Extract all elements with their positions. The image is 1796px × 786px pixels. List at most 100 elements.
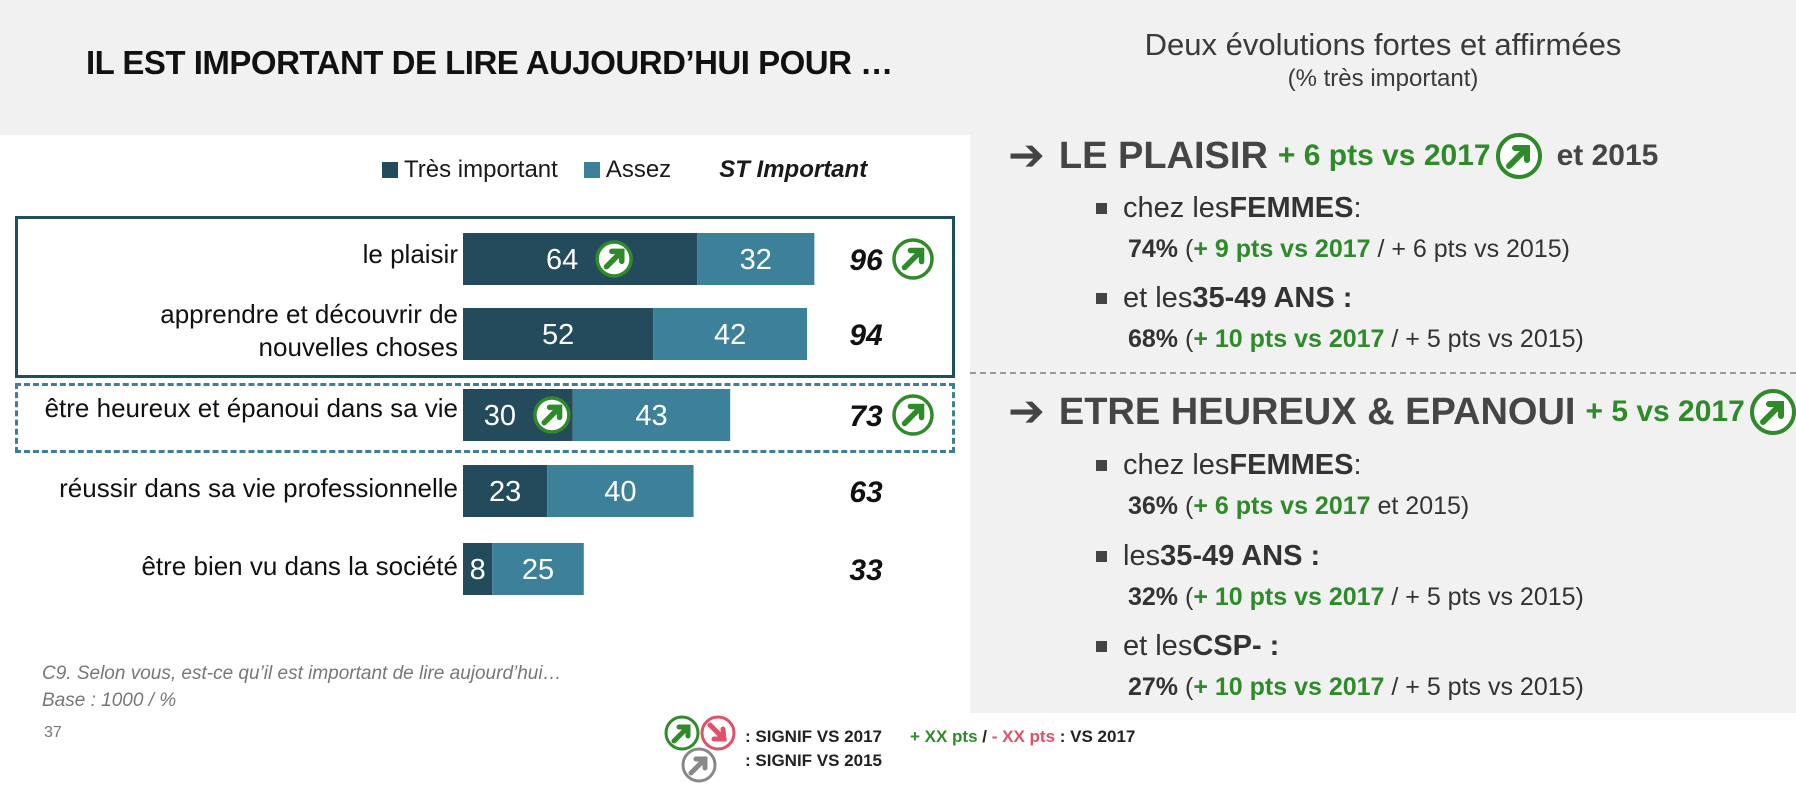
right-panel-background: [970, 135, 1796, 713]
bullet-square-icon: [1096, 293, 1107, 304]
bullet-text-post: :: [1353, 192, 1362, 224]
stat-rest: / + 5 pts vs 2015): [1384, 673, 1584, 701]
stat-green: + 10 pts vs 2017: [1193, 673, 1385, 701]
bullet-bold: FEMMES: [1229, 449, 1354, 481]
bullet-square-icon: [1096, 641, 1107, 652]
stat-value: 27%: [1128, 673, 1179, 701]
stat-open: (: [1178, 325, 1194, 353]
total-value-0: 96: [849, 244, 883, 277]
legend-label-tres: Très important: [404, 156, 558, 183]
stat-rest: / + 5 pts vs 2015): [1384, 325, 1584, 353]
stat-open: (: [1178, 492, 1194, 520]
bullet-text-post: :: [1353, 449, 1362, 481]
legend-signif-2017: : SIGNIF VS 2017: [745, 727, 882, 746]
stacked-bar-chart: 64 32 96 52 42 94 30 43 73 23 40 63 8 25 33: [463, 233, 934, 595]
section2-stat2: 32% (+ 10 pts vs 2017 / + 5 pts vs 2015): [1128, 583, 1584, 612]
bar-tres-3: [463, 465, 548, 517]
section1-title: LE PLAISIR: [1058, 134, 1268, 177]
signif-legend-icons-2017: [664, 715, 736, 751]
section1-heading: ➔ LE PLAISIR + 6 pts vs 2017 et 2015: [1008, 132, 1658, 180]
section1-stat2: 68% (+ 10 pts vs 2017 / + 5 pts vs 2015): [1128, 325, 1584, 354]
stat-rest: / + 6 pts vs 2015): [1370, 235, 1570, 263]
bullet-bold: 35-49 ANS :: [1192, 282, 1353, 314]
section1-green: + 6 pts vs 2017: [1277, 139, 1491, 172]
section-separator: [970, 372, 1796, 374]
legend-label-st: ST Important: [719, 156, 868, 183]
bar-tres-0: [463, 233, 698, 285]
section1-stat1: 74% (+ 9 pts vs 2017 / + 6 pts vs 2015): [1128, 235, 1570, 264]
total-value-2: 73: [849, 400, 883, 433]
stat-green: + 9 pts vs 2017: [1193, 235, 1371, 263]
bar-assez-0: [697, 233, 815, 285]
signif-up-grey-icon: [681, 747, 717, 783]
bar-assez-3: [547, 465, 694, 517]
legend-vs-2017: + XX pts / - XX pts : VS 2017: [910, 727, 1135, 747]
bar-assez-4: [492, 543, 584, 595]
bar-value-assez-4: 25: [522, 554, 554, 586]
category-label-heureux: être heureux et épanoui dans sa vie: [44, 393, 458, 423]
bullet-square-icon: [1096, 551, 1107, 562]
stat-green: + 10 pts vs 2017: [1193, 583, 1385, 611]
legend-item-tres: Très important: [382, 156, 558, 184]
right-arrow-icon: ➔: [1008, 387, 1045, 436]
bar-value-tres-2: 30: [484, 400, 516, 432]
bar-value-tres-1: 52: [542, 319, 574, 351]
signif-up-green-icon: [1495, 133, 1542, 179]
bar-value-assez-2: 43: [635, 400, 667, 432]
signif-down-red-icon: [700, 715, 736, 751]
stat-green: + 10 pts vs 2017: [1193, 325, 1385, 353]
legend-plus: + XX pts: [910, 727, 978, 746]
section2-stat3: 27% (+ 10 pts vs 2017 / + 5 pts vs 2015): [1128, 673, 1584, 702]
bar-value-assez-0: 32: [740, 244, 772, 276]
bullet-text: chez les: [1123, 449, 1230, 481]
right-title-line1: Deux évolutions fortes et affirmées: [1144, 27, 1622, 62]
category-label-plaisir: le plaisir: [362, 239, 458, 269]
bar-value-tres-3: 23: [489, 476, 521, 508]
legend-swatch-tres: [382, 162, 398, 178]
right-title: Deux évolutions fortes et affirmées (% t…: [970, 26, 1796, 94]
section2-stat1: 36% (+ 6 pts vs 2017 et 2015): [1128, 492, 1469, 521]
chart-legend: Très important Assez ST Important: [382, 153, 867, 187]
signif-up-green-icon: [595, 240, 633, 278]
bullet-bold: 35-49 ANS :: [1160, 540, 1321, 572]
section2-title: ETRE HEUREUX & EPANOUI: [1058, 390, 1576, 433]
bar-assez-1: [653, 308, 808, 360]
category-label-apprendre-2: nouvelles choses: [258, 332, 458, 362]
bullet-bold: FEMMES: [1229, 192, 1354, 224]
bar-value-tres-0: 64: [546, 244, 578, 276]
stat-value: 36%: [1128, 492, 1179, 520]
page-title: IL EST IMPORTANT DE LIRE AUJOURD’HUI POU…: [86, 44, 893, 81]
bar-value-tres-4: 8: [470, 554, 486, 586]
highlight-box-group2: [15, 383, 955, 453]
signif-up-green-icon: [533, 396, 571, 434]
signif-up-green-icon: [664, 715, 700, 751]
bullet-bold: CSP- :: [1192, 630, 1280, 662]
bullet-square-icon: [1096, 460, 1107, 471]
total-value-3: 63: [849, 476, 883, 509]
stat-open: (: [1178, 673, 1194, 701]
highlight-box-group1: [15, 216, 955, 378]
section2-bullet3: et les CSP- :: [1096, 630, 1279, 663]
signif-up-green-icon: [1749, 389, 1796, 435]
page-number: 37: [44, 724, 62, 741]
footnote-question: C9. Selon vous, est-ce qu’il est importa…: [42, 663, 562, 684]
header-band: [0, 0, 1796, 135]
section1-tail: et 2015: [1556, 139, 1659, 172]
legend-vs: : VS 2017: [1055, 727, 1136, 746]
stat-open: (: [1178, 235, 1194, 263]
footnote: C9. Selon vous, est-ce qu’il est importa…: [42, 660, 562, 714]
stat-green: + 6 pts vs 2017: [1193, 492, 1371, 520]
stat-value: 68%: [1128, 325, 1179, 353]
section1-bullet2: et les 35-49 ANS :: [1096, 282, 1352, 315]
bar-value-assez-3: 40: [604, 476, 636, 508]
category-label-bien-vu: être bien vu dans la société: [141, 551, 458, 581]
bullet-square-icon: [1096, 203, 1107, 214]
bar-tres-1: [463, 308, 654, 360]
bar-assez-2: [572, 389, 731, 441]
total-value-1: 94: [849, 319, 883, 352]
section2-heading: ➔ ETRE HEUREUX & EPANOUI + 5 vs 2017: [1008, 388, 1796, 436]
legend-swatch-assez: [583, 162, 600, 178]
section2-bullet1: chez les FEMMES :: [1096, 449, 1362, 482]
stat-value: 74%: [1128, 235, 1179, 263]
signif-up-green-icon: [892, 394, 934, 436]
